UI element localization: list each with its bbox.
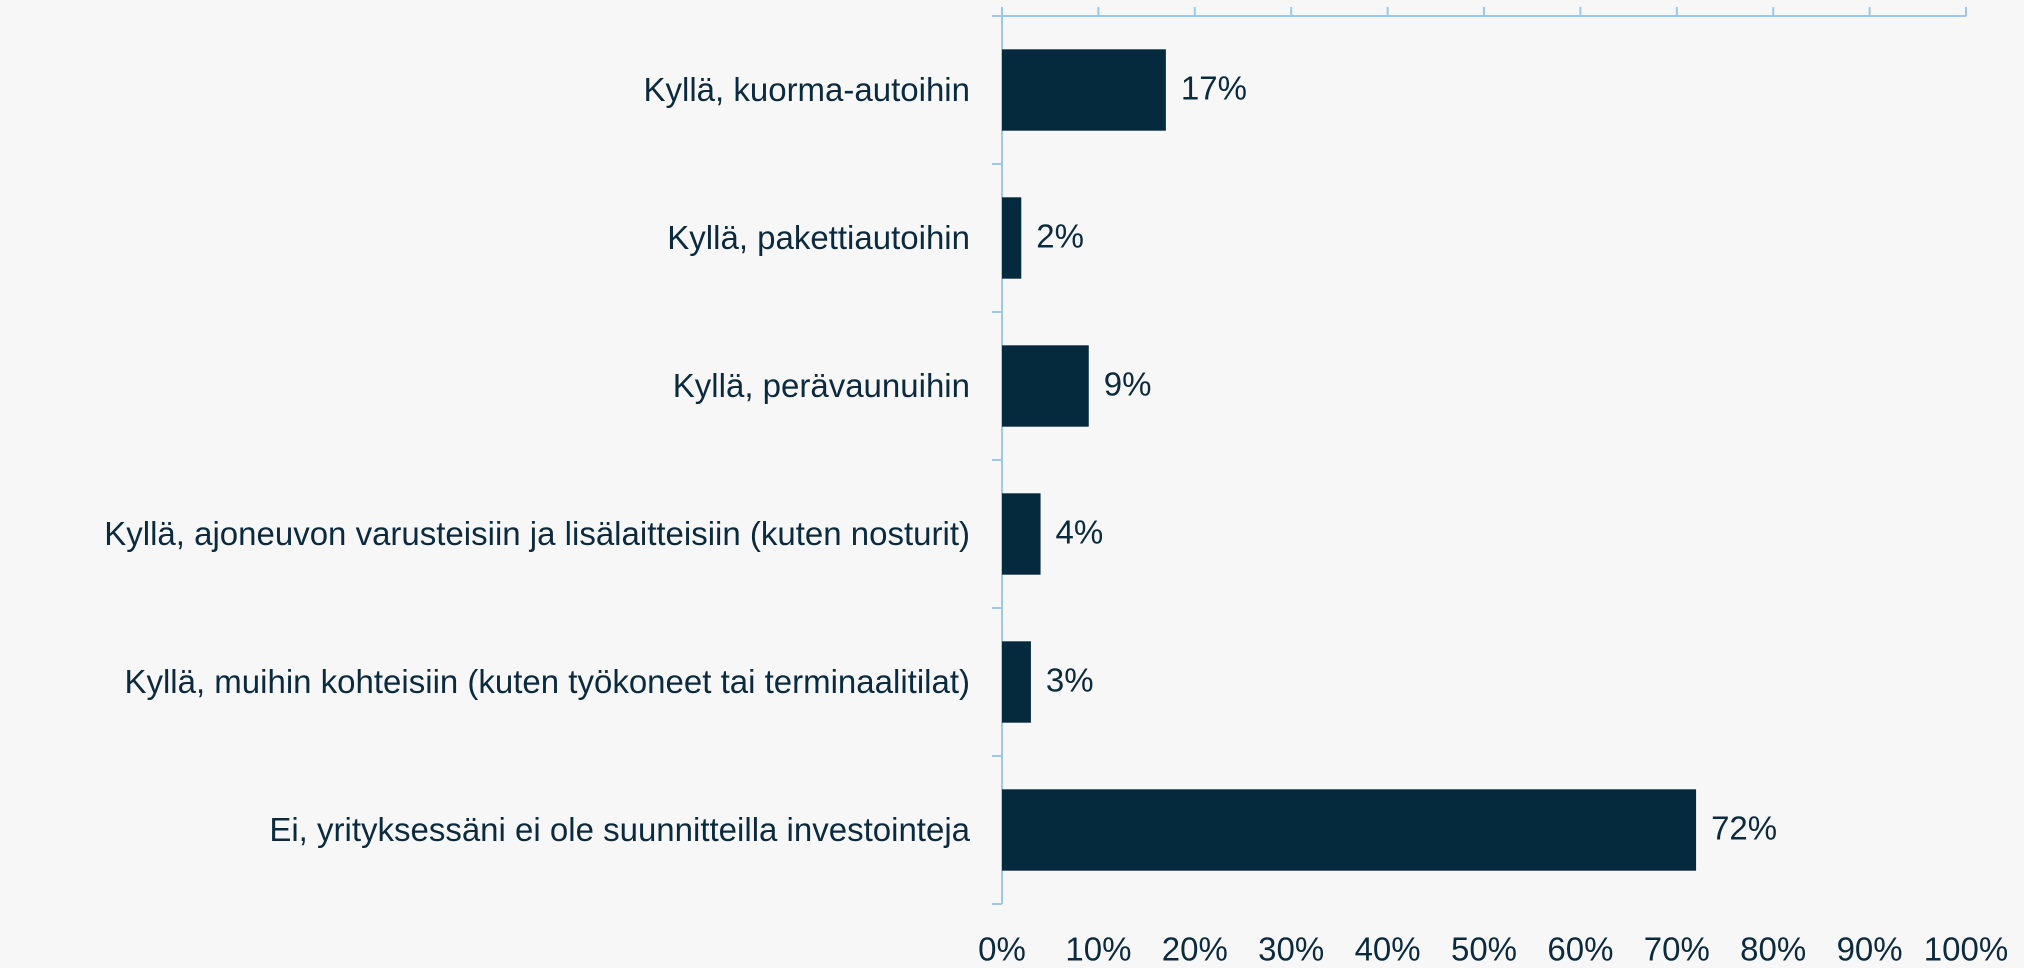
bar — [1002, 197, 1022, 279]
x-tick-label: 50% — [1451, 931, 1517, 968]
category-label: Kyllä, kuorma-autoihin — [643, 70, 971, 108]
value-label: 72% — [1711, 810, 1777, 847]
bar — [1002, 789, 1697, 871]
x-tick-label: 30% — [1258, 931, 1324, 968]
category-label-box: Ei, yrityksessäni ei ole suunnitteilla i… — [0, 756, 970, 904]
category-label-box: Kyllä, pakettiautoihin — [0, 164, 970, 312]
category-label: Kyllä, perävaunuihin — [672, 366, 970, 404]
category-label: Kyllä, ajoneuvon varusteisiin ja lisälai… — [104, 514, 970, 552]
value-label: 4% — [1056, 514, 1104, 551]
x-tick-label: 60% — [1547, 931, 1613, 968]
value-label: 3% — [1046, 662, 1094, 699]
category-label: Ei, yrityksessäni ei ole suunnitteilla i… — [269, 810, 970, 848]
category-label-box: Kyllä, perävaunuihin — [0, 312, 970, 460]
bar — [1002, 493, 1041, 575]
bar — [1002, 641, 1031, 723]
value-label: 17% — [1181, 70, 1247, 107]
category-label-box: Kyllä, ajoneuvon varusteisiin ja lisälai… — [0, 460, 970, 608]
x-tick-label: 40% — [1355, 931, 1421, 968]
x-tick-label: 0% — [978, 931, 1026, 968]
category-label: Kyllä, pakettiautoihin — [667, 218, 970, 256]
bar — [1002, 49, 1166, 131]
category-label-box: Kyllä, muihin kohteisiin (kuten työkonee… — [0, 608, 970, 756]
x-tick-label: 10% — [1065, 931, 1131, 968]
category-label: Kyllä, muihin kohteisiin (kuten työkonee… — [124, 662, 970, 700]
value-label: 2% — [1036, 218, 1084, 255]
x-tick-label: 20% — [1162, 931, 1228, 968]
category-label-box: Kyllä, kuorma-autoihin — [0, 16, 971, 164]
x-tick-label: 100% — [1924, 931, 2008, 968]
x-tick-label: 80% — [1740, 931, 1806, 968]
bar — [1002, 345, 1089, 427]
x-tick-label: 70% — [1644, 931, 1710, 968]
x-tick-label: 90% — [1837, 931, 1903, 968]
value-label: 9% — [1104, 366, 1152, 403]
